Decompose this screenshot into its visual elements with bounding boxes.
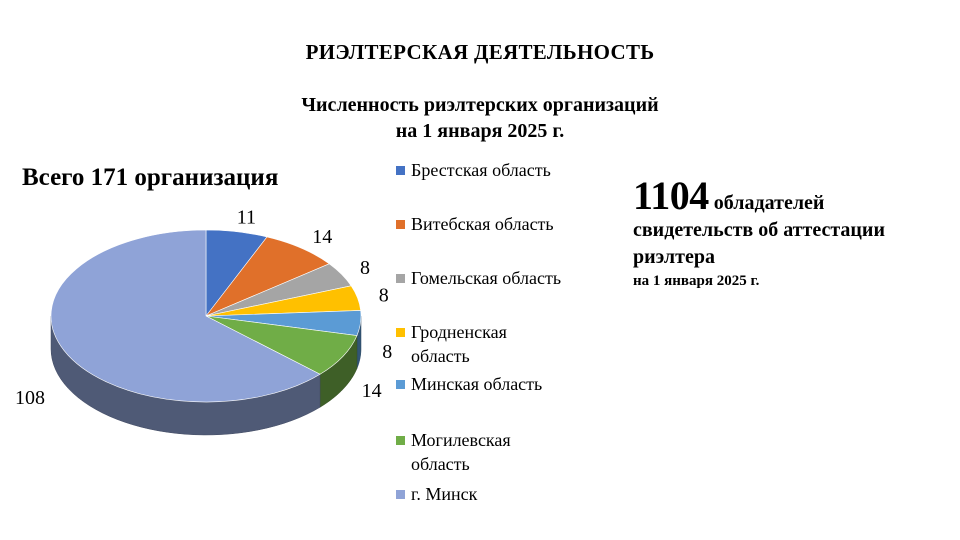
total-organizations-label: Всего 171 организация bbox=[22, 164, 279, 191]
legend-swatch bbox=[396, 220, 405, 229]
legend-swatch bbox=[396, 328, 405, 337]
legend-label: Гомельская область bbox=[411, 266, 611, 290]
legend-label: Гродненская область bbox=[411, 320, 611, 368]
data-label-5: 14 bbox=[362, 380, 382, 402]
legend-label: Могилевская область bbox=[411, 428, 611, 476]
chart-title-line2: на 1 января 2025 г. bbox=[395, 120, 565, 142]
legend-label: Минская область bbox=[411, 372, 611, 396]
chart-title: Численность риэлтерских организаций на 1… bbox=[230, 92, 730, 144]
legend-label-line1: Могилевская bbox=[411, 430, 511, 450]
legend-label-line1: Минская область bbox=[411, 374, 543, 394]
legend-label: Витебская область bbox=[411, 212, 611, 236]
legend-swatch bbox=[396, 490, 405, 499]
stats-word: обладателей bbox=[713, 192, 825, 214]
data-label-1: 14 bbox=[312, 226, 332, 248]
legend-label-line2: область bbox=[411, 346, 470, 366]
chart-title-line1: Численность риэлтерских организаций bbox=[301, 94, 659, 116]
legend-label-line1: Витебская область bbox=[411, 214, 554, 234]
legend-label-line1: Гомельская область bbox=[411, 268, 562, 288]
pie-slice-6 bbox=[50, 229, 321, 403]
legend-label-line2: область bbox=[411, 454, 470, 474]
data-label-2: 8 bbox=[360, 257, 370, 279]
legend-swatch bbox=[396, 436, 405, 445]
legend-item-grodno: Гродненская область bbox=[396, 320, 611, 368]
main-title: РИЭЛТЕРСКАЯ ДЕЯТЕЛЬНОСТЬ bbox=[305, 40, 655, 64]
data-label-6: 108 bbox=[15, 387, 45, 409]
stats-line2: свидетельств об аттестации bbox=[633, 219, 885, 241]
stats-number: 1104 bbox=[633, 173, 709, 218]
stats-line3: риэлтера bbox=[633, 246, 715, 268]
attestation-stats: 1104 обладателей свидетельств об аттеста… bbox=[633, 175, 953, 291]
legend-item-brest: Брестская область bbox=[396, 158, 611, 182]
legend-label: г. Минск bbox=[411, 482, 611, 506]
legend-item-mogilev: Могилевская область bbox=[396, 428, 611, 476]
data-label-4: 8 bbox=[382, 341, 392, 363]
legend-label-line1: Гродненская bbox=[411, 322, 507, 342]
stats-headline: 1104 обладателей bbox=[633, 175, 953, 217]
legend-swatch bbox=[396, 166, 405, 175]
legend-item-gomel: Гомельская область bbox=[396, 266, 611, 290]
legend-label: Брестская область bbox=[411, 158, 611, 182]
legend-label-line1: г. Минск bbox=[411, 484, 478, 504]
legend-item-minsk-region: Минская область bbox=[396, 372, 611, 396]
data-label-3: 8 bbox=[379, 285, 389, 307]
stats-date: на 1 января 2025 г. bbox=[633, 273, 760, 289]
legend-item-minsk-city: г. Минск bbox=[396, 482, 611, 506]
legend-swatch bbox=[396, 380, 405, 389]
data-label-0: 11 bbox=[237, 207, 256, 229]
legend-label-line1: Брестская область bbox=[411, 160, 551, 180]
legend-swatch bbox=[396, 274, 405, 283]
legend-item-vitebsk: Витебская область bbox=[396, 212, 611, 236]
